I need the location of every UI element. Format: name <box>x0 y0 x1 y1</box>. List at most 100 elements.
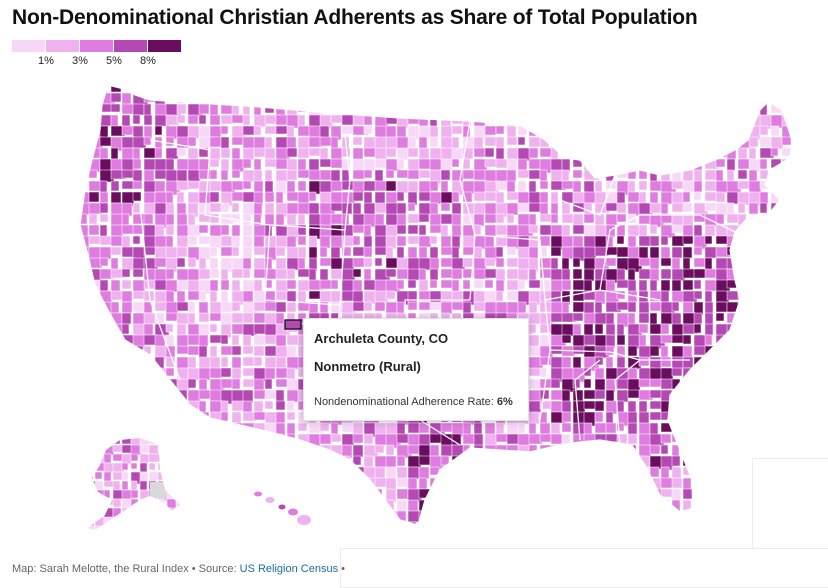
county-cell[interactable] <box>759 235 769 250</box>
county-cell[interactable] <box>737 488 752 504</box>
county-cell[interactable] <box>704 268 717 279</box>
county-cell[interactable] <box>693 389 707 400</box>
county-cell[interactable] <box>231 499 242 514</box>
county-cell[interactable] <box>418 92 428 104</box>
county-cell[interactable] <box>187 455 198 471</box>
county-cell[interactable] <box>88 455 98 467</box>
county-cell[interactable] <box>495 488 510 501</box>
county-cell[interactable] <box>561 356 572 369</box>
county-cell[interactable] <box>264 169 273 182</box>
county-cell[interactable] <box>374 521 387 534</box>
county-cell[interactable] <box>627 82 636 91</box>
county-cell[interactable] <box>253 444 262 459</box>
county-cell[interactable] <box>539 433 552 443</box>
county-cell[interactable] <box>341 246 352 257</box>
county-cell[interactable] <box>770 389 784 405</box>
county-cell[interactable] <box>793 247 807 257</box>
county-cell[interactable] <box>286 400 295 412</box>
county-cell[interactable] <box>682 82 695 97</box>
county-cell[interactable] <box>693 169 703 183</box>
county-cell[interactable] <box>157 516 169 529</box>
county-cell[interactable] <box>175 462 189 471</box>
county-cell[interactable] <box>231 246 240 257</box>
county-cell[interactable] <box>671 488 682 502</box>
county-cell[interactable] <box>693 367 708 383</box>
county-cell[interactable] <box>165 521 180 531</box>
county-cell[interactable] <box>175 480 187 491</box>
county-cell[interactable] <box>539 510 552 525</box>
county-cell[interactable] <box>175 453 188 466</box>
county-cell[interactable] <box>264 356 278 369</box>
county-cell[interactable] <box>308 191 317 202</box>
county-cell[interactable] <box>363 92 380 106</box>
county-cell[interactable] <box>561 466 572 477</box>
county-cell[interactable] <box>220 455 232 471</box>
county-cell[interactable] <box>352 103 362 114</box>
county-cell[interactable] <box>660 356 672 368</box>
county-cell[interactable] <box>139 462 148 473</box>
county-cell[interactable] <box>242 290 254 303</box>
county-cell[interactable] <box>121 367 134 378</box>
county-cell[interactable] <box>396 169 409 179</box>
county-cell[interactable] <box>704 246 718 259</box>
county-cell[interactable] <box>275 103 286 117</box>
county-cell[interactable] <box>462 466 477 477</box>
county-cell[interactable] <box>572 169 583 179</box>
county-cell[interactable] <box>715 136 729 147</box>
county-cell[interactable] <box>451 521 465 533</box>
county-cell[interactable] <box>176 279 189 291</box>
county-cell[interactable] <box>737 147 748 160</box>
county-cell[interactable] <box>693 290 703 300</box>
county-cell[interactable] <box>319 455 334 470</box>
county-cell[interactable] <box>781 356 792 371</box>
county-cell[interactable] <box>407 466 420 480</box>
county-cell[interactable] <box>407 499 419 513</box>
county-cell[interactable] <box>363 82 378 95</box>
county-cell[interactable] <box>495 477 506 489</box>
county-cell[interactable] <box>157 525 166 538</box>
county-cell[interactable] <box>157 462 170 471</box>
county-cell[interactable] <box>660 158 673 174</box>
county-cell[interactable] <box>121 480 129 491</box>
county-cell[interactable] <box>517 499 532 513</box>
county-cell[interactable] <box>253 499 264 511</box>
county-cell[interactable] <box>374 433 388 446</box>
county-cell[interactable] <box>396 202 407 215</box>
county-cell[interactable] <box>110 356 126 371</box>
county-cell[interactable] <box>594 400 605 412</box>
county-cell[interactable] <box>429 103 446 119</box>
county-cell[interactable] <box>451 499 460 513</box>
county-cell[interactable] <box>528 477 538 493</box>
county-cell[interactable] <box>781 345 796 357</box>
county-cell[interactable] <box>726 466 736 481</box>
county-cell[interactable] <box>209 158 220 168</box>
county-cell[interactable] <box>583 82 592 96</box>
county-cell[interactable] <box>594 466 604 480</box>
county-cell[interactable] <box>572 235 584 249</box>
county-cell[interactable] <box>605 224 616 238</box>
county-cell[interactable] <box>132 103 145 116</box>
county-cell[interactable] <box>704 466 715 480</box>
county-cell[interactable] <box>693 499 709 509</box>
county-cell[interactable] <box>759 180 769 190</box>
county-cell[interactable] <box>286 125 295 139</box>
county-cell[interactable] <box>660 136 675 150</box>
county-cell[interactable] <box>594 158 609 169</box>
county-cell[interactable] <box>286 213 297 227</box>
county-cell[interactable] <box>330 488 346 503</box>
county-cell[interactable] <box>704 488 720 498</box>
county-cell[interactable] <box>660 510 672 525</box>
county-cell[interactable] <box>363 202 376 216</box>
county-cell[interactable] <box>737 312 749 327</box>
county-cell[interactable] <box>484 455 499 465</box>
county-cell[interactable] <box>275 268 288 280</box>
county-cell[interactable] <box>550 246 562 257</box>
county-cell[interactable] <box>715 114 728 130</box>
county-cell[interactable] <box>605 345 615 356</box>
county-cell[interactable] <box>770 301 786 315</box>
county-cell[interactable] <box>352 136 363 146</box>
county-cell[interactable] <box>242 356 255 367</box>
county-cell[interactable] <box>209 312 222 322</box>
county-cell[interactable] <box>462 499 479 510</box>
county-cell[interactable] <box>793 280 803 292</box>
